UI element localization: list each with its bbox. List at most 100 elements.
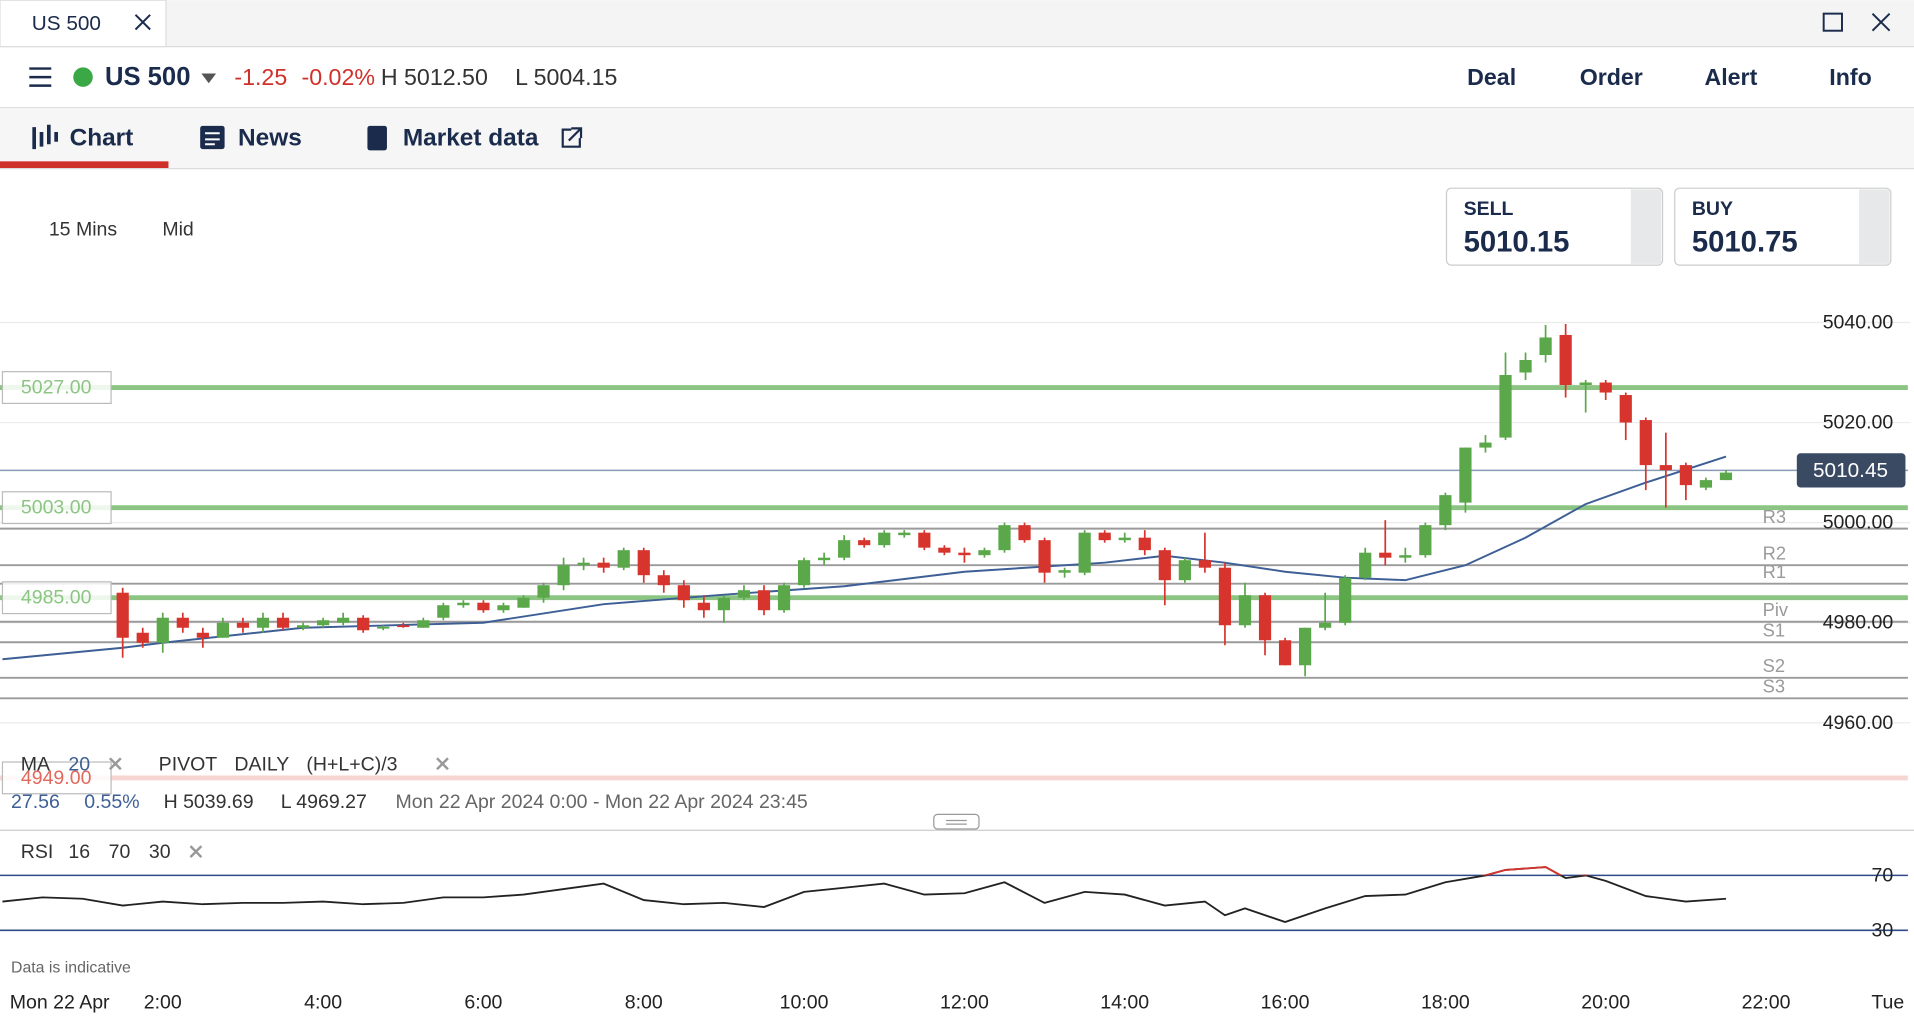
candle-body xyxy=(818,557,831,561)
price-type[interactable]: Mid xyxy=(162,219,193,241)
candle-body xyxy=(517,597,530,608)
candle-body xyxy=(737,590,751,598)
external-link-icon[interactable] xyxy=(561,127,583,148)
change-pct: -0.02% xyxy=(302,64,375,90)
remove-pivot[interactable] xyxy=(436,757,449,771)
x-tick-label: 22:00 xyxy=(1742,991,1791,1013)
action[interactable]: Deal xyxy=(1467,64,1516,90)
maximize[interactable] xyxy=(1822,12,1843,32)
candle-body xyxy=(958,552,971,556)
menu[interactable] xyxy=(29,67,52,87)
candle-body xyxy=(477,602,490,611)
candle-body xyxy=(1319,622,1332,628)
x-tick-label: 12:00 xyxy=(940,991,989,1013)
sell-button-edge xyxy=(1630,189,1662,264)
candle-body xyxy=(998,525,1011,551)
y-tick-label: 5000.00 xyxy=(1823,512,1894,534)
candle-body xyxy=(1499,375,1512,438)
x-tick-label: 10:00 xyxy=(780,991,829,1013)
news-icon xyxy=(200,125,225,150)
instrument-caret[interactable] xyxy=(201,73,217,84)
instrument[interactable]: US 500 xyxy=(105,63,190,91)
candle-body xyxy=(657,575,670,586)
window-tab[interactable] xyxy=(0,0,167,48)
candle-body xyxy=(1379,552,1392,558)
candle-body xyxy=(136,632,149,643)
y-tick-label: 4960.00 xyxy=(1823,712,1894,734)
candle-body xyxy=(898,532,911,536)
stat-change: 27.56 xyxy=(11,791,60,813)
buy-button-edge xyxy=(1859,189,1890,264)
candle-body xyxy=(677,585,690,601)
pivot-period: DAILY xyxy=(234,753,289,775)
x-tick-label: 14:00 xyxy=(1100,991,1149,1013)
x-tick-label: 8:00 xyxy=(625,991,663,1013)
rsi-lower: 30 xyxy=(149,841,171,863)
candle-body xyxy=(637,550,650,576)
y-tick-label: 5040.00 xyxy=(1823,311,1894,333)
candle-body xyxy=(1118,537,1131,541)
market-icon xyxy=(367,125,387,151)
stat-change-pct: 0.55% xyxy=(84,791,139,813)
buy-price: 5010.75 xyxy=(1692,225,1798,258)
candle-body xyxy=(457,602,470,606)
news-icon-lines xyxy=(205,132,220,146)
candle-body xyxy=(1579,382,1592,386)
session-low: L 5004.15 xyxy=(515,64,617,90)
tab-close[interactable] xyxy=(134,14,151,31)
candle-body xyxy=(1619,395,1632,423)
rsi-upper: 70 xyxy=(109,841,131,863)
stat-range: Mon 22 Apr 2024 0:00 - Mon 22 Apr 2024 2… xyxy=(395,791,807,813)
candle-body xyxy=(1519,359,1532,373)
tab[interactable]: Chart xyxy=(70,125,134,152)
level-label-box xyxy=(1,371,112,404)
pivot-label: Piv xyxy=(1763,599,1789,620)
action[interactable]: Info xyxy=(1829,64,1872,90)
action[interactable]: Order xyxy=(1580,64,1643,90)
interval[interactable]: 15 Mins xyxy=(49,219,118,241)
candle-body xyxy=(357,617,370,631)
pivot-label: R2 xyxy=(1763,542,1786,563)
pivot-label: R3 xyxy=(1763,506,1786,527)
action[interactable]: Alert xyxy=(1704,64,1757,90)
candle-body xyxy=(397,625,410,628)
candle-body xyxy=(838,540,851,558)
last-price-label: 5010.45 xyxy=(1813,459,1888,482)
candle-body xyxy=(697,602,710,611)
candle-body xyxy=(497,605,510,611)
candle-body xyxy=(1399,555,1412,558)
window-close[interactable] xyxy=(1871,12,1891,32)
stat-low: L 4969.27 xyxy=(281,791,367,813)
tab[interactable]: News xyxy=(238,125,302,152)
sell-button[interactable] xyxy=(1445,187,1664,266)
footnote: Data is indicative xyxy=(11,960,131,977)
session-high: H 5012.50 xyxy=(381,64,488,90)
candle-body xyxy=(1198,560,1212,568)
buy-button[interactable] xyxy=(1674,187,1892,266)
candle-body xyxy=(1098,532,1111,541)
chart-icon xyxy=(32,124,58,150)
level-label: 5003.00 xyxy=(21,497,92,519)
tab[interactable]: Market data xyxy=(403,125,539,152)
ma-label: MA xyxy=(21,753,50,775)
candle-body xyxy=(918,532,931,548)
remove-ma[interactable] xyxy=(108,757,122,771)
level-label-box xyxy=(1,761,112,795)
candle-body xyxy=(1058,570,1071,573)
candle-body xyxy=(978,550,991,556)
x-tick-label: Mon 22 Apr xyxy=(10,991,110,1013)
remove-rsi[interactable] xyxy=(189,845,203,858)
panel-resize-handle[interactable] xyxy=(933,813,980,830)
level-label: 5027.00 xyxy=(21,377,92,399)
level-label-box xyxy=(1,581,112,615)
rsi-label: RSI xyxy=(21,841,54,863)
candle-body xyxy=(1218,567,1232,626)
window-tab-title: US 500 xyxy=(32,12,101,35)
candle-body xyxy=(557,565,570,586)
candle-body xyxy=(617,550,630,568)
rsi-tick-label: 70 xyxy=(1872,864,1894,886)
candle-body xyxy=(1659,465,1672,471)
candle-body xyxy=(1439,495,1452,526)
status-dot xyxy=(73,67,93,87)
